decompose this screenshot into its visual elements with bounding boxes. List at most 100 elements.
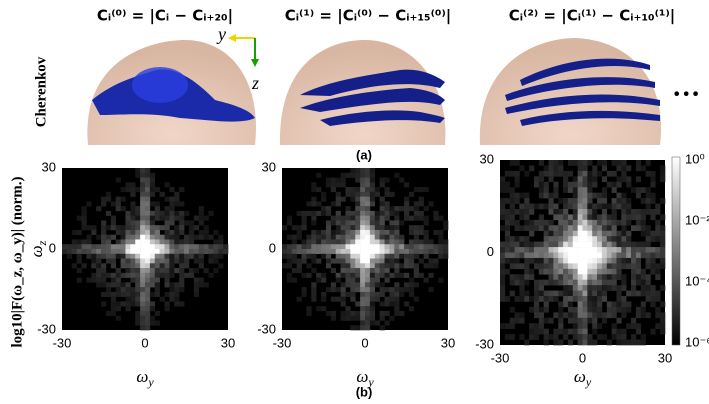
spectrum-pixel	[179, 258, 185, 264]
spectrum-pixel	[135, 215, 141, 221]
spectrum-pixel	[533, 247, 540, 253]
spectrum-pixel	[538, 247, 544, 253]
spectrum-pixel	[311, 282, 317, 288]
spectrum-pixel	[640, 312, 646, 319]
spectrum-pixel	[203, 244, 209, 250]
spectrum-pixel	[438, 253, 444, 259]
spectrum-pixel	[597, 285, 603, 291]
spectrum-pixel	[374, 320, 380, 326]
spectrum-pixel	[306, 239, 312, 245]
spectrum-pixel	[374, 220, 380, 226]
spectrum-pixel	[418, 225, 424, 231]
spectrum-pixel	[509, 290, 515, 297]
spectrum-pixel	[174, 249, 180, 255]
spectrum-pixel	[86, 201, 92, 207]
spectrum-pixel	[135, 291, 141, 297]
spectrum-pixel	[567, 160, 574, 166]
spectrum-pixel	[438, 244, 444, 250]
spectrum-pixel	[154, 187, 160, 193]
spectrum-pixel	[404, 182, 410, 188]
spectrum-pixel	[125, 244, 131, 250]
spectrum-pixel	[120, 287, 126, 293]
spectrum-pixel	[631, 268, 637, 275]
spectrum-pixel	[110, 258, 117, 264]
spectrum-pixel	[563, 208, 569, 215]
spectrum-pixel	[130, 258, 136, 264]
spectrum-pixel	[340, 182, 346, 188]
spectrum-pixel	[188, 239, 195, 245]
x-tick-label: -30	[491, 350, 510, 365]
spectrum-pixel	[365, 225, 371, 231]
spectrum-pixel	[529, 247, 535, 253]
spectrum-pixel	[350, 325, 356, 331]
spectrum-pixel	[282, 249, 288, 255]
spectrum-pixel	[616, 263, 622, 270]
spectrum-pixel	[208, 272, 214, 278]
spectrum-pixel	[418, 215, 424, 221]
spectrum-pixel	[543, 252, 549, 259]
spectrum-pixel	[159, 225, 165, 231]
spectrum-pixel	[301, 244, 307, 250]
spectrum-pixel	[587, 296, 593, 302]
spectrum-pixel	[125, 187, 131, 193]
spectrum-pixel	[350, 196, 356, 202]
spectrum-pixel	[606, 306, 612, 313]
spectrum-pixel	[621, 219, 627, 226]
spectrum-pixel	[105, 239, 112, 245]
spectrum-pixel	[345, 225, 351, 231]
spectrum-pixel	[509, 208, 515, 215]
spectrum-pixel	[164, 239, 170, 245]
spectrum-pixel	[514, 176, 520, 183]
spectrum-pixel	[355, 220, 361, 226]
spectrum-pixel	[330, 282, 337, 288]
spectrum-pixel	[543, 328, 549, 335]
spectrum-pixel	[296, 210, 302, 216]
spectrum-pixel	[154, 310, 160, 317]
spectrum-pixel	[389, 253, 395, 259]
spectrum-pixel	[365, 296, 371, 302]
spectrum-pixel	[413, 215, 420, 221]
spectrum-pixel	[296, 229, 302, 236]
spectrum-pixel	[529, 252, 535, 259]
spectrum-pixel	[145, 229, 151, 236]
spectrum-pixel	[208, 234, 214, 240]
spectrum-pixel	[504, 268, 511, 275]
spectrum-pixel	[640, 241, 646, 248]
spectrum-pixel	[635, 290, 642, 297]
spectrum-pixel	[306, 263, 312, 269]
spectrum-pixel	[509, 279, 515, 286]
spectrum-pixel	[179, 272, 185, 278]
spectrum-pixel	[631, 257, 637, 264]
spectrum-pixel	[130, 253, 136, 259]
spectrum-pixel	[572, 219, 578, 226]
spectrum-pixel	[335, 249, 341, 255]
spectrum-pixel	[286, 272, 293, 278]
spectrum-pixel	[538, 285, 544, 291]
spectrum-pixel	[115, 249, 121, 255]
spectrum-pixel	[101, 249, 107, 255]
spectrum-pixel	[577, 236, 583, 242]
spectrum-pixel	[645, 263, 651, 270]
spectrum-pixel	[601, 252, 608, 259]
spectrum-pixel	[655, 263, 661, 270]
spectrum-pixel	[621, 192, 627, 199]
spectrum-pixel	[597, 203, 603, 210]
spectrum-pixel	[135, 301, 141, 307]
spectrum-pixel	[379, 263, 385, 269]
spectrum-pixel	[286, 253, 293, 259]
spectrum-pixel	[125, 220, 131, 226]
spectrum-pixel	[384, 244, 390, 250]
spectrum-pixel	[169, 229, 175, 236]
spectrum-pixel	[335, 244, 341, 250]
spectrum-pixel	[428, 263, 434, 269]
spectrum-pixel	[514, 312, 520, 319]
spectrum-pixel	[394, 263, 400, 269]
spectrum-pixel	[631, 290, 637, 297]
spectrum-pixel	[96, 272, 102, 278]
spectrum-pixel	[325, 177, 332, 183]
spectrum-pixel	[577, 285, 583, 291]
spectrum-pixel	[611, 301, 617, 308]
spectrum-pixel	[350, 172, 356, 178]
spectrum-pixel	[325, 239, 332, 245]
spectrum-pixel	[519, 225, 525, 232]
